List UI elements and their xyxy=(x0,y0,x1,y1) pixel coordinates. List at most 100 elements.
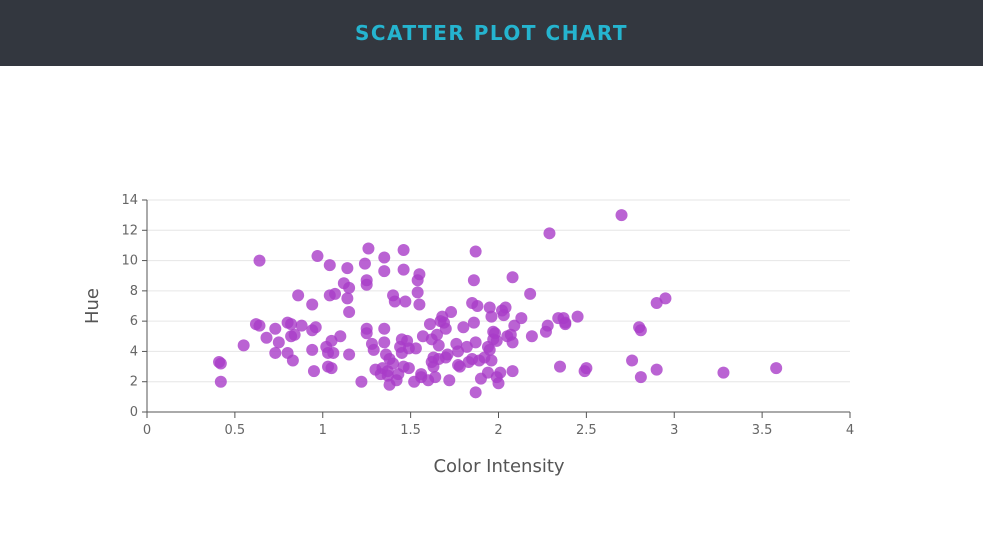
data-point[interactable] xyxy=(490,334,503,347)
data-point[interactable] xyxy=(269,322,282,335)
data-point[interactable] xyxy=(634,371,647,384)
data-point[interactable] xyxy=(626,354,639,367)
data-point[interactable] xyxy=(469,386,482,399)
data-point[interactable] xyxy=(306,343,319,356)
data-point[interactable] xyxy=(439,322,452,335)
data-point[interactable] xyxy=(253,319,266,332)
data-point[interactable] xyxy=(343,348,356,361)
data-point[interactable] xyxy=(413,298,426,311)
data-point[interactable] xyxy=(443,374,456,387)
data-point[interactable] xyxy=(327,346,340,359)
data-point[interactable] xyxy=(506,271,519,284)
data-point[interactable] xyxy=(343,306,356,319)
data-point[interactable] xyxy=(506,365,519,378)
x-axis-title: Color Intensity xyxy=(433,456,564,477)
data-point[interactable] xyxy=(329,287,342,300)
data-point[interactable] xyxy=(543,227,556,240)
data-point[interactable] xyxy=(659,292,672,305)
data-point[interactable] xyxy=(483,301,496,314)
data-point[interactable] xyxy=(214,357,227,370)
data-point[interactable] xyxy=(541,319,554,332)
data-point[interactable] xyxy=(615,209,628,222)
data-point[interactable] xyxy=(515,312,528,325)
data-point[interactable] xyxy=(423,318,436,331)
data-point[interactable] xyxy=(341,262,354,275)
data-point[interactable] xyxy=(429,371,442,384)
data-points[interactable] xyxy=(213,209,783,399)
data-point[interactable] xyxy=(494,366,507,379)
data-point[interactable] xyxy=(469,336,482,349)
data-point[interactable] xyxy=(499,301,512,314)
data-point[interactable] xyxy=(378,265,391,278)
data-point[interactable] xyxy=(311,250,324,263)
data-point[interactable] xyxy=(411,286,424,299)
data-point[interactable] xyxy=(285,318,298,331)
data-point[interactable] xyxy=(237,339,250,352)
data-point[interactable] xyxy=(485,354,498,367)
data-point[interactable] xyxy=(441,348,454,361)
data-point[interactable] xyxy=(360,278,373,291)
data-point[interactable] xyxy=(524,287,537,300)
grid-lines xyxy=(147,199,850,383)
data-point[interactable] xyxy=(378,336,391,349)
data-point[interactable] xyxy=(457,321,470,334)
data-point[interactable] xyxy=(309,321,322,334)
data-point[interactable] xyxy=(471,300,484,312)
data-point[interactable] xyxy=(269,346,282,359)
data-point[interactable] xyxy=(214,375,227,388)
data-point[interactable] xyxy=(559,318,572,331)
data-point[interactable] xyxy=(467,316,480,329)
data-point[interactable] xyxy=(402,362,415,375)
data-point[interactable] xyxy=(445,306,458,319)
data-point[interactable] xyxy=(260,331,273,344)
data-point[interactable] xyxy=(469,245,482,258)
data-point[interactable] xyxy=(288,328,301,341)
data-point[interactable] xyxy=(334,330,347,343)
data-point[interactable] xyxy=(307,365,320,378)
data-point[interactable] xyxy=(360,327,373,340)
data-point[interactable] xyxy=(397,263,410,276)
data-point[interactable] xyxy=(432,339,445,352)
data-point[interactable] xyxy=(341,292,354,305)
data-point[interactable] xyxy=(492,377,505,390)
data-point[interactable] xyxy=(770,362,783,375)
data-point[interactable] xyxy=(485,310,498,323)
data-point[interactable] xyxy=(362,242,375,255)
data-point[interactable] xyxy=(430,328,443,341)
data-point[interactable] xyxy=(554,360,567,373)
data-point[interactable] xyxy=(378,322,391,335)
data-point[interactable] xyxy=(292,289,305,302)
data-point[interactable] xyxy=(253,254,266,267)
data-point[interactable] xyxy=(325,362,338,375)
data-point[interactable] xyxy=(397,243,410,256)
data-point[interactable] xyxy=(717,366,730,379)
data-point[interactable] xyxy=(358,257,371,270)
data-point[interactable] xyxy=(508,319,521,332)
data-point[interactable] xyxy=(506,336,519,349)
data-point[interactable] xyxy=(343,281,356,294)
data-point[interactable] xyxy=(388,295,401,308)
data-point[interactable] xyxy=(634,324,647,337)
data-point[interactable] xyxy=(467,274,480,287)
data-point[interactable] xyxy=(367,343,380,356)
data-point[interactable] xyxy=(525,330,538,343)
data-point[interactable] xyxy=(323,259,336,272)
data-point[interactable] xyxy=(483,343,496,356)
data-point[interactable] xyxy=(387,357,400,370)
data-point[interactable] xyxy=(571,310,584,323)
data-point[interactable] xyxy=(306,298,319,311)
data-point[interactable] xyxy=(650,363,663,376)
x-tick-label: 2.5 xyxy=(576,423,597,438)
data-point[interactable] xyxy=(399,295,412,308)
data-point[interactable] xyxy=(378,251,391,264)
y-tick-label: 10 xyxy=(121,254,138,269)
data-point[interactable] xyxy=(272,336,285,349)
data-point[interactable] xyxy=(286,354,299,367)
data-point[interactable] xyxy=(295,319,308,332)
y-axis-title: Hue xyxy=(82,288,103,324)
x-tick-label: 1 xyxy=(319,423,327,438)
data-point[interactable] xyxy=(580,362,593,375)
data-point[interactable] xyxy=(409,342,422,355)
data-point[interactable] xyxy=(413,268,426,281)
data-point[interactable] xyxy=(355,375,368,388)
